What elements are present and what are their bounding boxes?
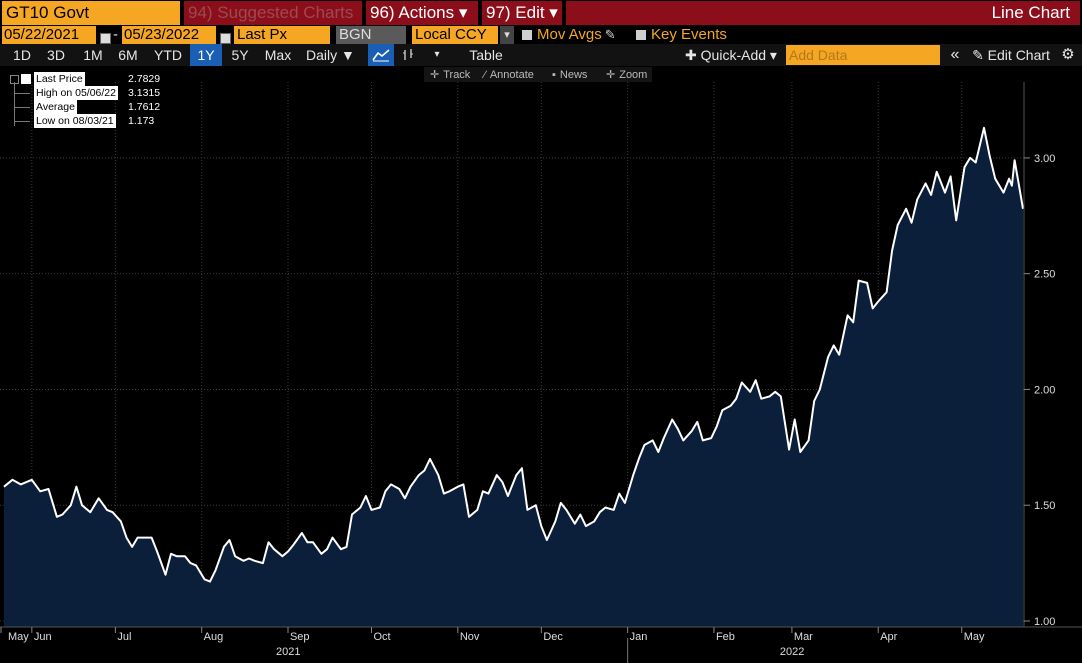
annotate-label: Annotate (489, 69, 534, 81)
zoom-icon: ✛ (606, 69, 616, 81)
period-1y-button[interactable]: 1Y (190, 44, 222, 66)
zoom-tool[interactable]: ✛ Zoom (606, 67, 647, 82)
year-label: 2021 (276, 646, 300, 658)
period-5y-button[interactable]: 5Y (231, 47, 249, 63)
x-tick-label: Feb (716, 631, 735, 643)
controls-bar: 05/22/2021 - 05/23/2022 Last Px BGN Loca… (0, 26, 1082, 45)
start-date-input[interactable]: 05/22/2021 (2, 26, 96, 44)
field-select[interactable]: Last Px (234, 26, 330, 44)
period-1d-button[interactable]: 1D (13, 47, 31, 63)
suggested-charts-button[interactable]: 94) Suggested Charts (184, 1, 362, 25)
y-tick-label: 3.00 (1034, 153, 1055, 165)
y-tick-label: 2.00 (1034, 384, 1055, 396)
legend-average: Average 1.7612 (10, 100, 162, 114)
x-tick-label: May (964, 631, 985, 643)
period-ytd-button[interactable]: YTD (154, 47, 182, 63)
title-bar: GT10 Govt 94) Suggested Charts 96) Actio… (0, 0, 1082, 26)
annotate-tool[interactable]: ⁄ Annotate (484, 67, 534, 82)
legend-low: Low on 08/03/21 1.173 (10, 114, 162, 128)
source-field[interactable]: BGN (336, 26, 406, 44)
chart-type-label: Line Chart (566, 1, 1080, 25)
series-color-swatch (21, 74, 31, 84)
mov-avgs-checkbox[interactable] (522, 30, 532, 41)
x-tick-label: Oct (374, 631, 391, 643)
track-label: Track (443, 69, 471, 81)
legend-low-value: 1.173 (128, 115, 155, 127)
key-events-checkbox[interactable] (636, 30, 646, 41)
news-label: News (559, 69, 588, 81)
key-events-toggle[interactable]: Key Events (636, 26, 727, 44)
year-label: 2022 (780, 646, 804, 658)
x-tick-label: Aug (204, 631, 224, 643)
tree-line (14, 82, 15, 126)
calendar-icon[interactable] (98, 30, 111, 48)
legend-average-label: Average (34, 100, 77, 114)
annotate-icon: ⁄ (484, 69, 486, 81)
legend-panel: Last Price 2.7829 High on 05/06/22 3.131… (10, 72, 162, 130)
actions-menu[interactable]: 96) Actions ▾ (366, 1, 478, 25)
frequency-select[interactable]: Daily ▼ (306, 47, 355, 63)
legend-high: High on 05/06/22 3.1315 (10, 82, 162, 126)
x-tick-label: Apr (880, 631, 897, 643)
collapse-panel-icon[interactable]: « (950, 46, 960, 63)
news-icon: ▪ (552, 69, 556, 81)
legend-average-value: 1.7612 (128, 101, 161, 113)
calendar-icon[interactable] (218, 30, 231, 48)
legend-last-label: Last Price (34, 72, 85, 86)
x-tick-label: Sep (290, 631, 310, 643)
x-tick-label: Dec (543, 631, 563, 643)
settings-gear-icon[interactable]: ⚙ (1061, 46, 1075, 63)
x-axis-ticks: May Jun Jul Aug Sep Oct Nov Dec Jan Feb Mar Apr May 2… (0, 627, 985, 663)
legend-high-value: 3.1315 (128, 87, 161, 99)
x-tick-label: Jun (34, 631, 52, 643)
x-tick-label: Jul (117, 631, 131, 643)
end-date-input[interactable]: 05/23/2022 (122, 26, 216, 44)
quick-add-button[interactable]: ✚ Quick-Add ▾ (685, 47, 777, 63)
legend-low-label: Low on 08/03/21 (34, 114, 116, 128)
legend-last-price[interactable]: Last Price 2.7829 (10, 72, 162, 86)
currency-dropdown-icon[interactable]: ▾ (500, 26, 514, 44)
tree-branch (14, 121, 30, 122)
chart-tools: ✛ Track ⁄ Annotate ▪ News ✛ Zoom (424, 67, 652, 82)
line-chart-icon[interactable] (368, 44, 394, 66)
table-button[interactable]: Table (469, 47, 503, 63)
tree-branch (14, 107, 30, 108)
news-tool[interactable]: ▪ News (552, 67, 587, 82)
x-tick-label: Mar (794, 631, 813, 643)
y-tick-label: 2.50 (1034, 269, 1055, 281)
chart-style-dropdown-icon[interactable]: ▾ (434, 49, 440, 60)
y-axis-ticks: 1.00 1.50 2.00 2.50 3.00 (1024, 153, 1055, 628)
x-tick-label: May (8, 631, 29, 643)
tree-branch (14, 93, 30, 94)
ticker-field[interactable]: GT10 Govt (2, 1, 180, 25)
y-tick-label: 1.00 (1034, 616, 1055, 628)
y-tick-label: 1.50 (1034, 500, 1055, 512)
price-area (4, 127, 1023, 628)
period-6m-button[interactable]: 6M (118, 47, 138, 63)
bar-chart-icon[interactable] (396, 44, 420, 66)
track-tool[interactable]: ✛ Track (430, 67, 470, 82)
chart-grid (0, 82, 1024, 627)
key-events-label: Key Events (651, 26, 727, 43)
x-tick-label: Nov (460, 631, 480, 643)
pencil-icon[interactable]: ✎ (604, 27, 616, 42)
mov-avgs-toggle[interactable]: Mov Avgs ✎ (522, 26, 616, 44)
edit-chart-button[interactable]: ✎ Edit Chart (972, 47, 1050, 63)
add-data-input[interactable]: Add Data (786, 45, 940, 65)
price-line (3, 126, 1024, 583)
crosshair-icon: ✛ (430, 69, 440, 81)
price-chart[interactable]: 1.00 1.50 2.00 2.50 3.00 May Jun Jul Aug Sep Oct N… (0, 82, 1082, 663)
period-max-button[interactable]: Max (264, 47, 292, 63)
legend-last-value: 2.7829 (128, 73, 161, 85)
legend-high-label: High on 05/06/22 (34, 86, 118, 100)
period-3d-button[interactable]: 3D (47, 47, 65, 63)
mov-avgs-label: Mov Avgs (537, 26, 602, 43)
x-tick-label: Jan (630, 631, 648, 643)
edit-menu[interactable]: 97) Edit ▾ (482, 1, 562, 25)
period-1m-button[interactable]: 1M (83, 47, 103, 63)
currency-select[interactable]: Local CCY (412, 26, 498, 44)
zoom-label: Zoom (619, 69, 648, 81)
date-separator: - (113, 26, 118, 43)
